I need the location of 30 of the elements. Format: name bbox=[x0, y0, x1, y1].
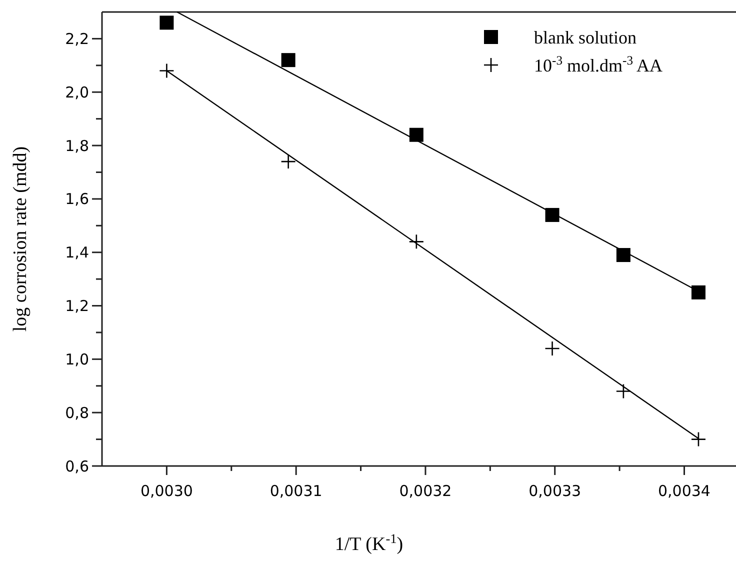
x-axis-title: 1/T (K$^{-1}$) bbox=[334, 530, 404, 555]
y-tick-label: 2,2 bbox=[65, 30, 89, 48]
point bbox=[408, 234, 424, 250]
y-tick-label: 1,6 bbox=[65, 190, 89, 208]
x-tick-label: 0,0031 bbox=[270, 482, 322, 500]
point bbox=[690, 432, 706, 447]
x-tick-label: 0,0030 bbox=[140, 482, 193, 500]
point bbox=[280, 154, 296, 170]
point bbox=[160, 16, 174, 30]
point bbox=[544, 340, 560, 356]
y-tick-label: 1,4 bbox=[65, 244, 89, 262]
point bbox=[616, 248, 630, 262]
y-tick-label: 0,6 bbox=[65, 457, 89, 476]
point bbox=[616, 384, 632, 399]
x-tick-label: 0,0032 bbox=[399, 482, 452, 500]
x-tick-label: 0,0033 bbox=[528, 482, 582, 500]
y-tick-label: 1,8 bbox=[65, 136, 89, 155]
point bbox=[159, 63, 174, 78]
point bbox=[409, 128, 424, 142]
point bbox=[545, 208, 560, 222]
point bbox=[281, 53, 296, 68]
y-tick-label: 1,2 bbox=[65, 297, 89, 316]
y-axis-title: log corrosion rate (mdd) bbox=[10, 146, 31, 332]
y-tick-label: 1,0 bbox=[65, 350, 89, 368]
y-tick-label: 2,0 bbox=[65, 83, 89, 102]
x-tick-label: 0,0034 bbox=[658, 482, 710, 500]
y-tick-label: 0,8 bbox=[65, 404, 89, 422]
point bbox=[691, 285, 706, 300]
legend-label: 10$^{-3}$ mol.dm$^{-3}$ AA bbox=[534, 53, 663, 76]
legend-label: blank solution bbox=[534, 27, 636, 48]
